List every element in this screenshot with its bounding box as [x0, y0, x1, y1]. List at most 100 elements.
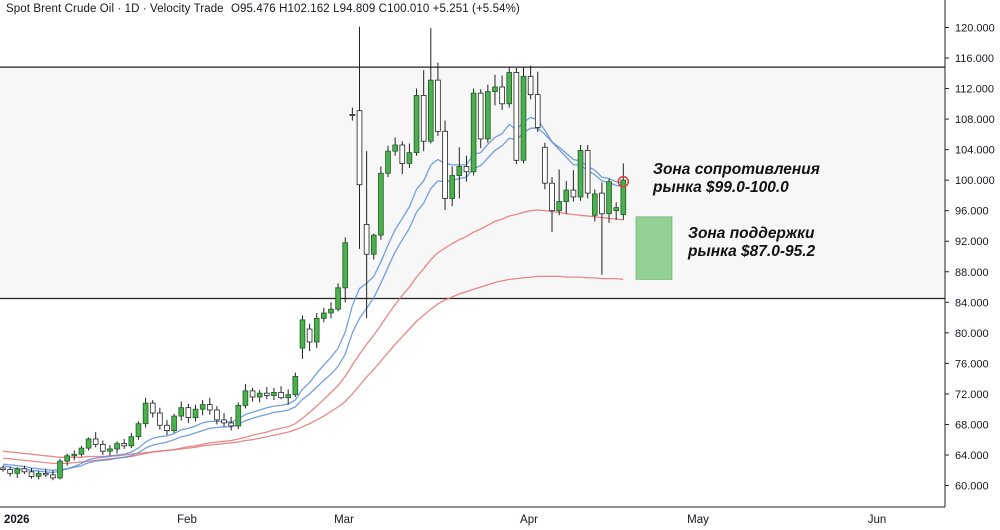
candle-body — [428, 80, 433, 141]
symbol-title[interactable]: Spot Brent Crude Oil · 1D · Velocity Tra… — [6, 3, 224, 15]
candle-body — [100, 444, 105, 451]
y-tick-label: 76.000 — [955, 358, 989, 370]
y-tick-label: 104.000 — [955, 145, 995, 157]
x-tick-label: Apr — [520, 514, 538, 526]
candle-body — [500, 87, 505, 104]
candle-body — [264, 393, 269, 395]
candle-body — [578, 150, 583, 197]
candle-body — [1, 468, 6, 470]
y-tick-label: 100.000 — [955, 175, 995, 187]
x-tick-label: Mar — [334, 514, 354, 526]
close-value: C100.010 — [379, 3, 430, 15]
open-value: O95.476 — [231, 3, 276, 15]
candle-body — [614, 208, 619, 211]
candle-body — [257, 393, 262, 397]
resistance-annotation: Зона сопротивления рынка $99.0-100.0 — [653, 161, 820, 197]
candle-body — [343, 243, 348, 288]
support-line-2: рынка $87.0-95.2 — [688, 243, 815, 261]
candle-body — [507, 72, 512, 103]
y-tick-label: 116.000 — [955, 53, 994, 65]
candle-body — [585, 150, 590, 193]
candle-body — [179, 408, 184, 416]
y-tick-label: 88.000 — [955, 267, 989, 279]
candle-body — [8, 470, 13, 474]
candle-body — [29, 472, 34, 477]
candle-body — [364, 224, 369, 254]
y-tick-label: 108.000 — [955, 114, 995, 126]
y-tick-label: 120.000 — [955, 22, 995, 34]
candle-body — [229, 423, 234, 426]
resistance-line-2: рынка $99.0-100.0 — [653, 179, 820, 197]
candle-body — [222, 420, 227, 423]
candle-body — [521, 76, 526, 160]
y-tick-label: 68.000 — [955, 419, 989, 431]
candle-body — [193, 409, 198, 417]
candle-body — [122, 444, 127, 446]
candle-body — [79, 448, 84, 454]
candle-body — [450, 176, 455, 199]
candle-body — [250, 391, 255, 397]
candle-body — [528, 76, 533, 94]
candle-body — [478, 93, 483, 139]
ema-slow-b-line — [3, 276, 623, 457]
candle-body — [357, 111, 362, 185]
candle-body — [493, 87, 498, 92]
support-zone-box — [636, 217, 672, 280]
low-value: L94.809 — [333, 3, 375, 15]
candle-body — [157, 413, 162, 425]
candle-body — [592, 194, 597, 215]
candle-body — [557, 202, 562, 211]
candle-body — [43, 473, 48, 475]
candle-body — [186, 408, 191, 418]
candle-body — [58, 461, 63, 478]
candle-body — [136, 424, 141, 437]
y-tick-label: 84.000 — [955, 297, 989, 309]
candle-body — [464, 166, 469, 171]
candle-body — [115, 444, 120, 449]
candle-body — [108, 449, 113, 451]
candle-body — [165, 425, 170, 430]
y-tick-label: 92.000 — [955, 236, 989, 248]
candle-body — [143, 403, 148, 424]
candle-body — [15, 469, 20, 474]
candle-body — [321, 313, 326, 318]
candle-body — [72, 454, 77, 456]
y-tick-label: 112.000 — [955, 84, 994, 96]
x-tick-label: Jun — [868, 514, 887, 526]
candle-body — [621, 180, 626, 214]
candle-body — [443, 131, 448, 198]
candle-body — [542, 147, 547, 183]
candle-body — [329, 309, 334, 313]
candle-body — [286, 395, 291, 398]
candle-body — [51, 475, 56, 478]
candle-body — [600, 193, 605, 214]
candle-body — [207, 405, 212, 410]
x-tick-label: 2026 — [4, 514, 30, 526]
candle-body — [386, 151, 391, 173]
candle-body — [407, 153, 412, 164]
candle-body — [272, 392, 277, 395]
candle-body — [172, 416, 177, 431]
candle-body — [150, 403, 155, 413]
y-tick-label: 72.000 — [955, 389, 989, 401]
candle-body — [457, 166, 462, 175]
candle-body — [93, 439, 98, 444]
candle-body — [550, 183, 555, 210]
candle-body — [400, 145, 405, 163]
candle-body — [436, 80, 441, 131]
candle-body — [36, 473, 41, 476]
candle-body — [279, 392, 284, 397]
x-tick-label: May — [687, 514, 709, 526]
y-tick-label: 96.000 — [955, 206, 989, 218]
candle-body — [371, 235, 376, 254]
candle-body — [236, 405, 241, 426]
candle-body — [336, 288, 341, 309]
candle-body — [421, 95, 426, 141]
candle-body — [293, 376, 298, 394]
candle-body — [414, 95, 419, 152]
candle-body — [129, 437, 134, 446]
y-tick-label: 64.000 — [955, 450, 989, 462]
x-tick-label: Feb — [177, 514, 197, 526]
candle-body — [393, 145, 398, 151]
